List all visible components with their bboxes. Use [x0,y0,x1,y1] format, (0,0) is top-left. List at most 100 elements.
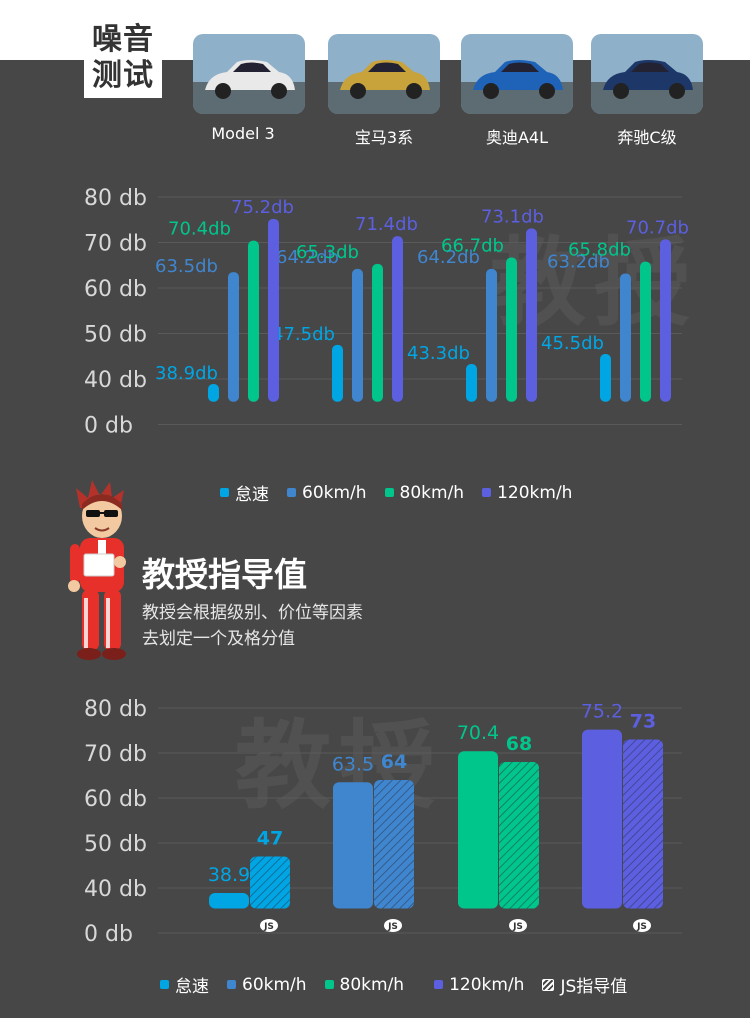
data-label: 47 [257,828,283,850]
legend-swatch [160,980,169,989]
bar [466,363,477,402]
data-label: 70.4db [168,219,231,240]
y-tick-label: 80 db [84,186,147,211]
professor-section-description: 教授会根据级别、价位等因素 去划定一个及格分值 [142,600,363,652]
chart1-legend: 怠速 60km/h 80km/h 120km/h [220,480,590,505]
legend-label: 60km/h [302,482,367,503]
bar [209,892,249,909]
bar [268,218,279,402]
car-wheel [483,83,499,99]
legend-item-80: 80km/h [384,482,465,503]
legend-label: 怠速 [235,485,269,505]
js-badge [633,919,651,932]
car-thumbnail-bmw [328,34,440,114]
bar-js-guide [374,780,414,909]
legend-item-120: 120km/h [482,483,572,503]
bar [208,384,219,402]
y-tick-label: 40 db [84,368,147,393]
watermark: 教授 [490,227,698,339]
car-window [631,62,669,72]
data-label: 73.1db [481,206,544,227]
js-badge-label: JS [512,922,523,932]
description-line: 教授会根据级别、价位等因素 [142,603,363,623]
bar [333,782,373,909]
legend-item-idle: 怠速 [220,480,269,505]
car-wheel [669,83,685,99]
legend-swatch [220,488,229,497]
js-badge [509,919,527,932]
car-wheel [215,83,231,99]
data-label: 63.2db [547,251,610,272]
page-title-line1: 噪音 [92,22,154,57]
data-label: 70.4 [457,722,499,744]
y-tick-label: 50 db [84,832,147,857]
bar [600,353,611,402]
data-label: 73 [630,711,656,733]
car-thumbnail-audi [461,34,573,114]
car-body [205,60,295,90]
legend-item-120: 120km/h [434,975,524,995]
bar [458,751,498,909]
page-title-line2: 测试 [92,58,154,93]
data-label: 38.9 [208,864,250,886]
legend-swatch [434,980,444,989]
legend-item-60: 60km/h [227,975,307,995]
data-label: 63.5 [332,753,374,775]
legend-swatch [287,488,296,497]
y-tick-label: 50 db [84,323,147,348]
bar [332,344,343,402]
data-label: 65.3db [296,242,359,263]
bar [228,272,239,402]
car-window [368,62,406,72]
bar [392,236,403,402]
bar-js-guide [250,856,290,909]
legend-label: 80km/h [399,482,465,503]
professor-section-title: 教授指导值 [142,555,307,594]
bar [620,273,631,402]
data-label: 64 [381,751,407,773]
legend-swatch [227,980,236,989]
car-window [501,62,539,72]
y-tick-label: 40 db [84,877,147,902]
bar-js-guide [499,762,539,909]
car-wheel [613,83,629,99]
data-label: 64.2db [276,247,339,268]
y-tick-label: 80 db [84,697,147,722]
y-tick-label: 0 db [84,922,133,947]
car-label-bmw: 宝马3系 [354,128,414,147]
bar [248,240,259,402]
car-body [340,60,430,90]
js-badge-label: JS [636,922,647,932]
legend-swatch [324,980,334,989]
car-window [233,62,271,72]
bar [372,263,383,402]
car-label-model3: Model 3 [211,124,275,143]
car-wheel [539,83,555,99]
y-tick-label: 60 db [84,277,147,302]
legend-label: 120km/h [497,482,573,503]
bar [352,268,363,402]
data-label: 64.2db [417,247,480,268]
data-label: 68 [506,733,532,755]
bar [506,257,517,402]
noise-chart-by-car: 80 db 70 db 60 db 50 db 40 db 0 db 38.9db 47.5d… [84,186,689,439]
legend-item-js-guide: JS指导值 [542,972,627,997]
car-label-benz: 奔驰C级 [617,128,677,147]
car-body [603,60,693,90]
data-label: 38.9db [155,363,218,384]
y-tick-label: 60 db [84,787,147,812]
chart2-legend: 怠速 60km/h 80km/h 120km/h JS指导值 [160,972,645,997]
legend-label: 60km/h [242,974,307,995]
y-tick-label: 70 db [84,742,147,767]
bar [526,228,537,402]
legend-label: JS指导值 [560,977,628,997]
js-badge [384,919,402,932]
car-thumbnail-model3 [193,34,305,114]
data-label: 45.5db [541,333,604,354]
legend-label: 怠速 [175,977,209,997]
guide-value-chart: 80 db 70 db 60 db 50 db 40 db 0 db 38.9 63.5 70.… [84,697,682,947]
legend-item-80: 80km/h [324,975,404,995]
description-line: 去划定一个及格分值 [142,629,295,649]
bar [582,729,622,909]
y-tick-label: 70 db [84,232,147,257]
